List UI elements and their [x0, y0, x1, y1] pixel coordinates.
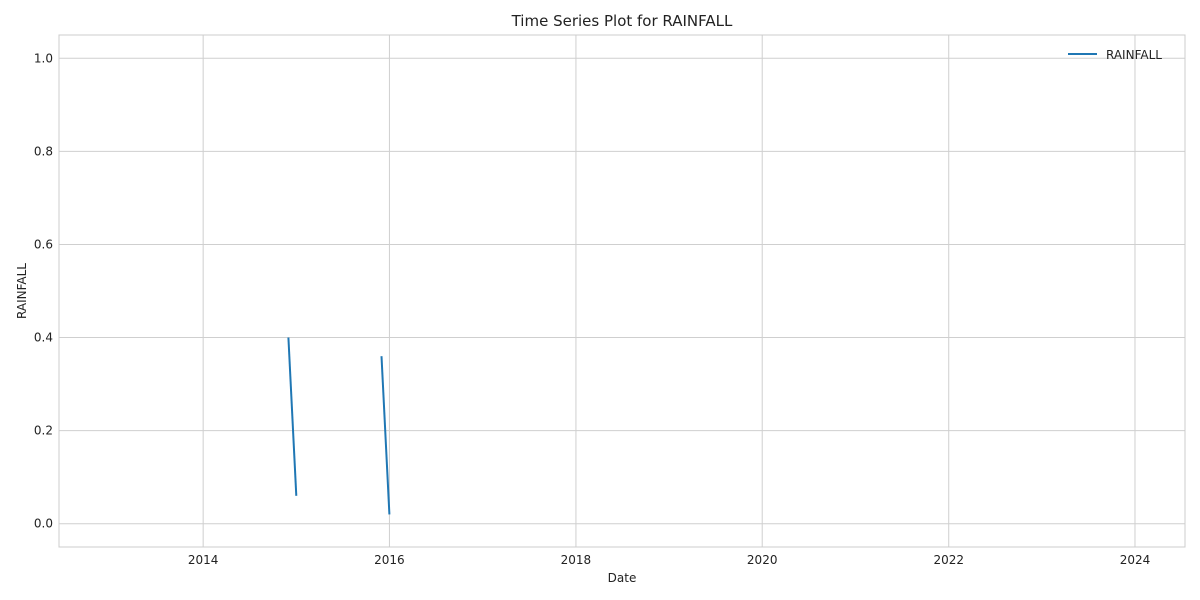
x-tick-label: 2024 [1120, 553, 1151, 567]
y-axis-ticks: 0.0 0.2 0.4 0.6 0.8 1.0 [34, 51, 53, 530]
y-tick-label: 0.0 [34, 517, 53, 531]
x-tick-label: 2016 [374, 553, 405, 567]
x-tick-label: 2018 [561, 553, 592, 567]
y-tick-label: 0.6 [34, 237, 53, 251]
y-tick-label: 0.4 [34, 331, 53, 345]
y-tick-label: 1.0 [34, 51, 53, 65]
series-lines [287, 337, 391, 515]
y-tick-label: 0.2 [34, 424, 53, 438]
legend: RAINFALL [1068, 48, 1162, 62]
x-axis-label: Date [608, 571, 637, 585]
x-tick-label: 2022 [933, 553, 964, 567]
series-line-rainfall [380, 356, 391, 515]
x-tick-label: 2020 [747, 553, 778, 567]
grid-lines [59, 35, 1185, 547]
plot-area [58, 34, 1186, 548]
y-axis-label: RAINFALL [15, 263, 29, 319]
chart-title: Time Series Plot for RAINFALL [511, 12, 733, 30]
series-line-rainfall [287, 337, 298, 496]
y-tick-label: 0.8 [34, 144, 53, 158]
x-axis-ticks: 2014 2016 2018 2020 2022 2024 [188, 553, 1150, 567]
legend-label-rainfall: RAINFALL [1106, 48, 1162, 62]
x-tick-label: 2014 [188, 553, 219, 567]
